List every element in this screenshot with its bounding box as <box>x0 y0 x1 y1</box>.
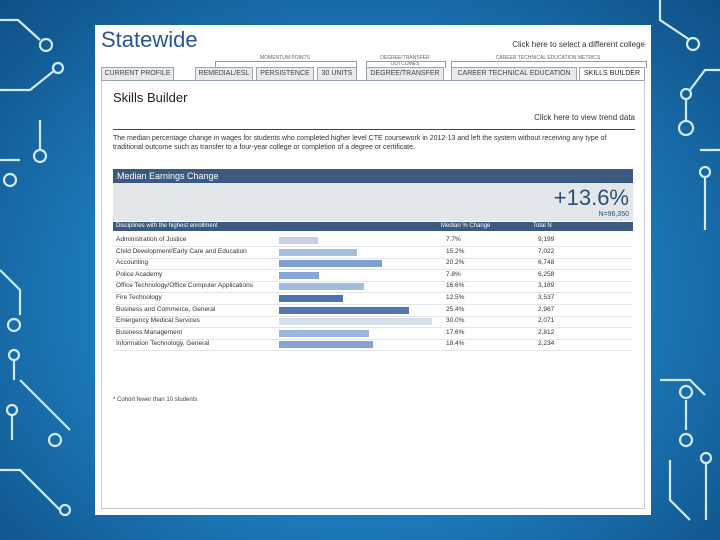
discipline-name: Office Technology/Office Computer Applic… <box>116 282 253 290</box>
earnings-bar <box>279 248 357 256</box>
table-row: Child Development/Early Care and Educati… <box>113 247 633 259</box>
earnings-bar <box>279 295 343 302</box>
tab-group-cte-bracket <box>451 61 647 68</box>
earnings-bar <box>279 283 364 291</box>
tab-group-degree-label: DEGREE/TRANSFER OUTCOMES <box>380 55 430 67</box>
table-row: Fire Technology 12.5% 3,537 <box>113 293 633 305</box>
content-panel <box>101 81 645 509</box>
trend-data-link[interactable]: Click here to view trend data <box>534 113 635 122</box>
median-change-value: 18.4% <box>446 340 465 348</box>
earnings-bar <box>279 341 373 349</box>
discipline-name: Business Management <box>116 328 183 336</box>
tab-persistence[interactable]: PERSISTENCE <box>256 67 314 81</box>
table-row: Emergency Medical Services 30.0% 2,071 <box>113 316 633 329</box>
tab-group-cte-label: CAREER TECHNICAL EDUCATION METRICS <box>495 55 601 61</box>
earnings-bar <box>279 329 369 337</box>
table-row: Office Technology/Office Computer Applic… <box>113 281 633 294</box>
tab-baseline <box>101 80 645 81</box>
total-n-value: 6,258 <box>538 270 555 278</box>
tab-group-momentum-bracket <box>215 61 357 68</box>
total-n-value: 6,748 <box>538 259 555 267</box>
table-row: Accounting 20.2% 6,748 <box>113 258 633 271</box>
earnings-value: +13.6% <box>553 185 629 210</box>
table-row: Business and Commerce, General 25.4% 2,967 <box>113 305 633 317</box>
earnings-summary: +13.6% N=96,350 <box>113 183 633 221</box>
title-rule <box>113 129 635 130</box>
earnings-bar <box>279 306 409 314</box>
tab-remedial-esl[interactable]: REMEDIAL/ESL <box>195 67 253 81</box>
tab-current-profile[interactable]: CURRENT PROFILE <box>101 67 174 81</box>
earnings-header: Median Earnings Change <box>113 169 633 183</box>
total-n-value: 9,199 <box>538 236 555 243</box>
total-n-value: 2,967 <box>538 305 555 313</box>
median-change-value: 16.6% <box>446 282 465 290</box>
col-median: Median % Change <box>441 223 491 229</box>
tab-skills-builder[interactable]: SKILLS BUILDER <box>579 67 645 81</box>
total-n-value: 3,189 <box>538 282 555 290</box>
median-change-value: 17.6% <box>446 328 465 336</box>
discipline-name: Accounting <box>116 259 149 267</box>
col-discipline: Disciplines with the highest enrollment <box>116 223 218 229</box>
table-row: Business Management 17.6% 2,812 <box>113 328 633 340</box>
skills-description: The median percentage change in wages fo… <box>113 135 607 151</box>
earnings-count: N=96,350 <box>598 211 629 218</box>
earnings-bar <box>279 271 319 279</box>
table-row: Information Technology, General 18.4% 2,23… <box>113 339 633 352</box>
discipline-name: Fire Technology <box>116 294 162 301</box>
tab-30-units[interactable]: 30 UNITS <box>317 67 357 81</box>
tab-group-momentum-label: MOMENTUM POINTS <box>260 55 310 61</box>
table-row: Administration of Justice 7.7% 9,199 <box>113 235 633 247</box>
total-n-value: 2,071 <box>538 317 555 325</box>
earnings-bar <box>279 318 432 326</box>
skills-builder-title: Skills Builder <box>113 90 188 105</box>
discipline-name: Police Academy <box>116 270 163 278</box>
col-total: Total N <box>533 223 552 229</box>
median-change-value: 20.2% <box>446 259 465 267</box>
discipline-name: Information Technology, General <box>116 340 210 348</box>
footnote: * Cohort fewer than 10 students <box>113 397 198 403</box>
tab-career-technical-education[interactable]: CAREER TECHNICAL EDUCATION <box>451 67 577 81</box>
discipline-name: Child Development/Early Care and Educati… <box>116 247 247 255</box>
earnings-bar <box>279 237 319 244</box>
total-n-value: 3,537 <box>538 294 555 301</box>
median-change-value: 12.5% <box>446 294 465 301</box>
total-n-value: 2,812 <box>538 328 555 336</box>
tab-degree-transfer[interactable]: DEGREE/TRANSFER <box>366 67 444 81</box>
median-change-value: 15.2% <box>446 247 465 255</box>
median-change-value: 30.0% <box>446 317 465 325</box>
select-college-link[interactable]: Click here to select a different college <box>512 40 645 49</box>
table-row: Police Academy 7.8% 6,258 <box>113 270 633 282</box>
median-change-value: 25.4% <box>446 305 465 313</box>
median-change-value: 7.7% <box>446 236 461 243</box>
page-title: Statewide <box>101 27 198 52</box>
discipline-name: Business and Commerce, General <box>116 305 216 313</box>
discipline-name: Administration of Justice <box>116 236 187 243</box>
discipline-name: Emergency Medical Services <box>116 317 200 325</box>
median-change-value: 7.8% <box>446 270 461 278</box>
total-n-value: 7,022 <box>538 247 555 255</box>
table-header: Disciplines with the highest enrollment … <box>113 222 633 231</box>
total-n-value: 2,234 <box>538 340 555 348</box>
earnings-bar <box>279 260 383 268</box>
tab-group-degree-bracket <box>366 61 446 68</box>
